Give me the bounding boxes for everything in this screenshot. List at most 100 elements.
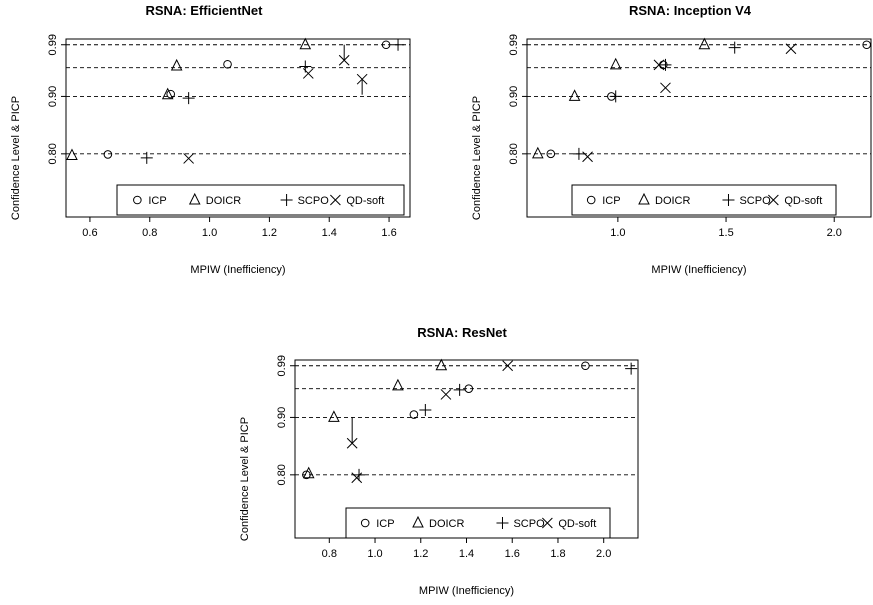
data-point-doicr (66, 148, 78, 161)
x-tick-label: 0.6 (82, 227, 97, 239)
data-point-doicr (299, 37, 312, 50)
data-point-icp (581, 361, 590, 371)
legend-marker-icp (360, 518, 370, 528)
legend-label: ICP (602, 195, 620, 207)
data-point-scpo (453, 383, 466, 396)
data-point-qd-soft (785, 43, 797, 55)
data-point-qd-soft (582, 151, 593, 163)
legend-label: SCPO (739, 195, 771, 207)
data-point-scpo (182, 92, 195, 105)
x-tick-label: 1.0 (367, 548, 382, 560)
chart-panel-2: RSNA: Inception V4 1.0 1.5 2.0 0.80 0.90 0.99 M… (471, 3, 872, 276)
plot-frame (526, 38, 872, 218)
y-axis-label: Confidence Level & PICP (10, 96, 22, 220)
legend-label: QD-soft (558, 518, 596, 530)
legend (345, 507, 611, 539)
y-axis-label: Confidence Level & PICP (471, 96, 483, 220)
chart-title: RSNA: Inception V4 (629, 3, 752, 18)
legend-label: SCPO (298, 195, 330, 207)
data-point-qd-soft (183, 153, 194, 164)
data-point-icp (223, 59, 232, 69)
plot-frame (65, 38, 411, 218)
y-tick-label: 0.80 (508, 143, 520, 164)
legend-marker-scpo (280, 194, 293, 206)
y-tick-label: 0.99 (47, 34, 59, 55)
data-point-qd-soft (351, 472, 363, 484)
y-tick-label: 0.90 (276, 407, 288, 428)
legend-label: DOICR (206, 195, 242, 207)
legend-label: QD-soft (784, 195, 822, 207)
legend (116, 184, 405, 216)
legend-label: SCPO (513, 518, 545, 530)
legend-marker-scpo (496, 517, 509, 529)
chart-panel-1: RSNA: EfficientNet 0.6 0.8 1.0 1.2 1.4 1.6 0.80… (10, 3, 411, 276)
data-point-doicr (328, 410, 340, 422)
data-point-qd-soft (653, 59, 665, 71)
data-point-scpo (728, 41, 741, 54)
x-tick-label: 1.6 (505, 548, 520, 560)
y-tick-label: 0.99 (276, 355, 288, 376)
data-point-icp (302, 470, 311, 480)
data-point-doicr (698, 37, 711, 50)
x-tick-label: 2.0 (827, 227, 842, 239)
data-point-doicr (435, 358, 448, 371)
data-point-qd-soft (346, 437, 358, 449)
data-point-qd-soft (440, 389, 452, 400)
x-tick-label: 1.8 (550, 548, 565, 560)
data-point-scpo (659, 58, 672, 71)
x-axis-label: MPIW (Inefficiency) (651, 264, 746, 276)
legend-marker-doicr (188, 192, 201, 205)
legend-label: QD-soft (346, 195, 384, 207)
x-tick-label: 1.0 (610, 227, 625, 239)
data-point-doicr (170, 58, 183, 71)
x-tick-label: 1.6 (381, 227, 396, 239)
legend-label: DOICR (429, 518, 465, 530)
x-tick-label: 1.4 (459, 548, 474, 560)
data-point-doicr (568, 89, 581, 101)
y-tick-label: 0.80 (47, 143, 59, 164)
legend-label: DOICR (655, 195, 691, 207)
data-point-doicr (302, 466, 315, 479)
x-tick-label: 1.5 (718, 227, 733, 239)
x-tick-label: 0.8 (322, 548, 337, 560)
data-point-scpo (625, 362, 638, 375)
data-point-icp (103, 150, 113, 159)
data-point-icp (464, 384, 474, 394)
x-tick-label: 1.0 (202, 227, 217, 239)
legend-label: ICP (376, 518, 394, 530)
y-tick-label: 0.99 (508, 34, 520, 55)
x-axis-label: MPIW (Inefficiency) (190, 264, 285, 276)
legend-marker-qd-soft (768, 194, 779, 206)
data-point-icp (381, 40, 391, 50)
x-tick-label: 0.8 (142, 227, 157, 239)
data-point-qd-soft (356, 73, 368, 85)
chart-title: RSNA: ResNet (417, 325, 507, 340)
data-point-qd-soft (302, 68, 314, 79)
data-point-scpo (609, 90, 622, 103)
x-axis-label: MPIW (Inefficiency) (419, 585, 514, 597)
y-tick-label: 0.90 (47, 86, 59, 107)
y-tick-label: 0.90 (508, 86, 520, 107)
data-point-icp (409, 410, 419, 419)
x-tick-label: 1.2 (262, 227, 277, 239)
legend-marker-scpo (722, 194, 735, 206)
data-point-icp (546, 149, 556, 159)
data-point-doicr (161, 87, 174, 100)
x-tick-label: 1.4 (322, 227, 337, 239)
data-point-doicr (532, 146, 544, 159)
legend-marker-icp (133, 195, 142, 205)
data-point-qd-soft (338, 54, 350, 66)
x-tick-label: 2.0 (596, 548, 611, 560)
data-point-qd-soft (660, 82, 671, 94)
legend-marker-doicr (638, 192, 650, 205)
legend-marker-icp (586, 195, 596, 205)
y-tick-label: 0.80 (276, 464, 288, 485)
data-point-scpo (392, 38, 405, 51)
data-point-doicr (609, 57, 622, 70)
legend-marker-qd-soft (542, 517, 553, 529)
data-point-icp (862, 40, 871, 50)
chart-panel-3: RSNA: ResNet 0.8 1.0 1.2 1.4 1.6 1.8 2.0 0.80 0.9… (239, 325, 639, 597)
legend-label: ICP (148, 195, 166, 207)
data-point-qd-soft (502, 360, 514, 372)
data-point-icp (166, 89, 175, 99)
